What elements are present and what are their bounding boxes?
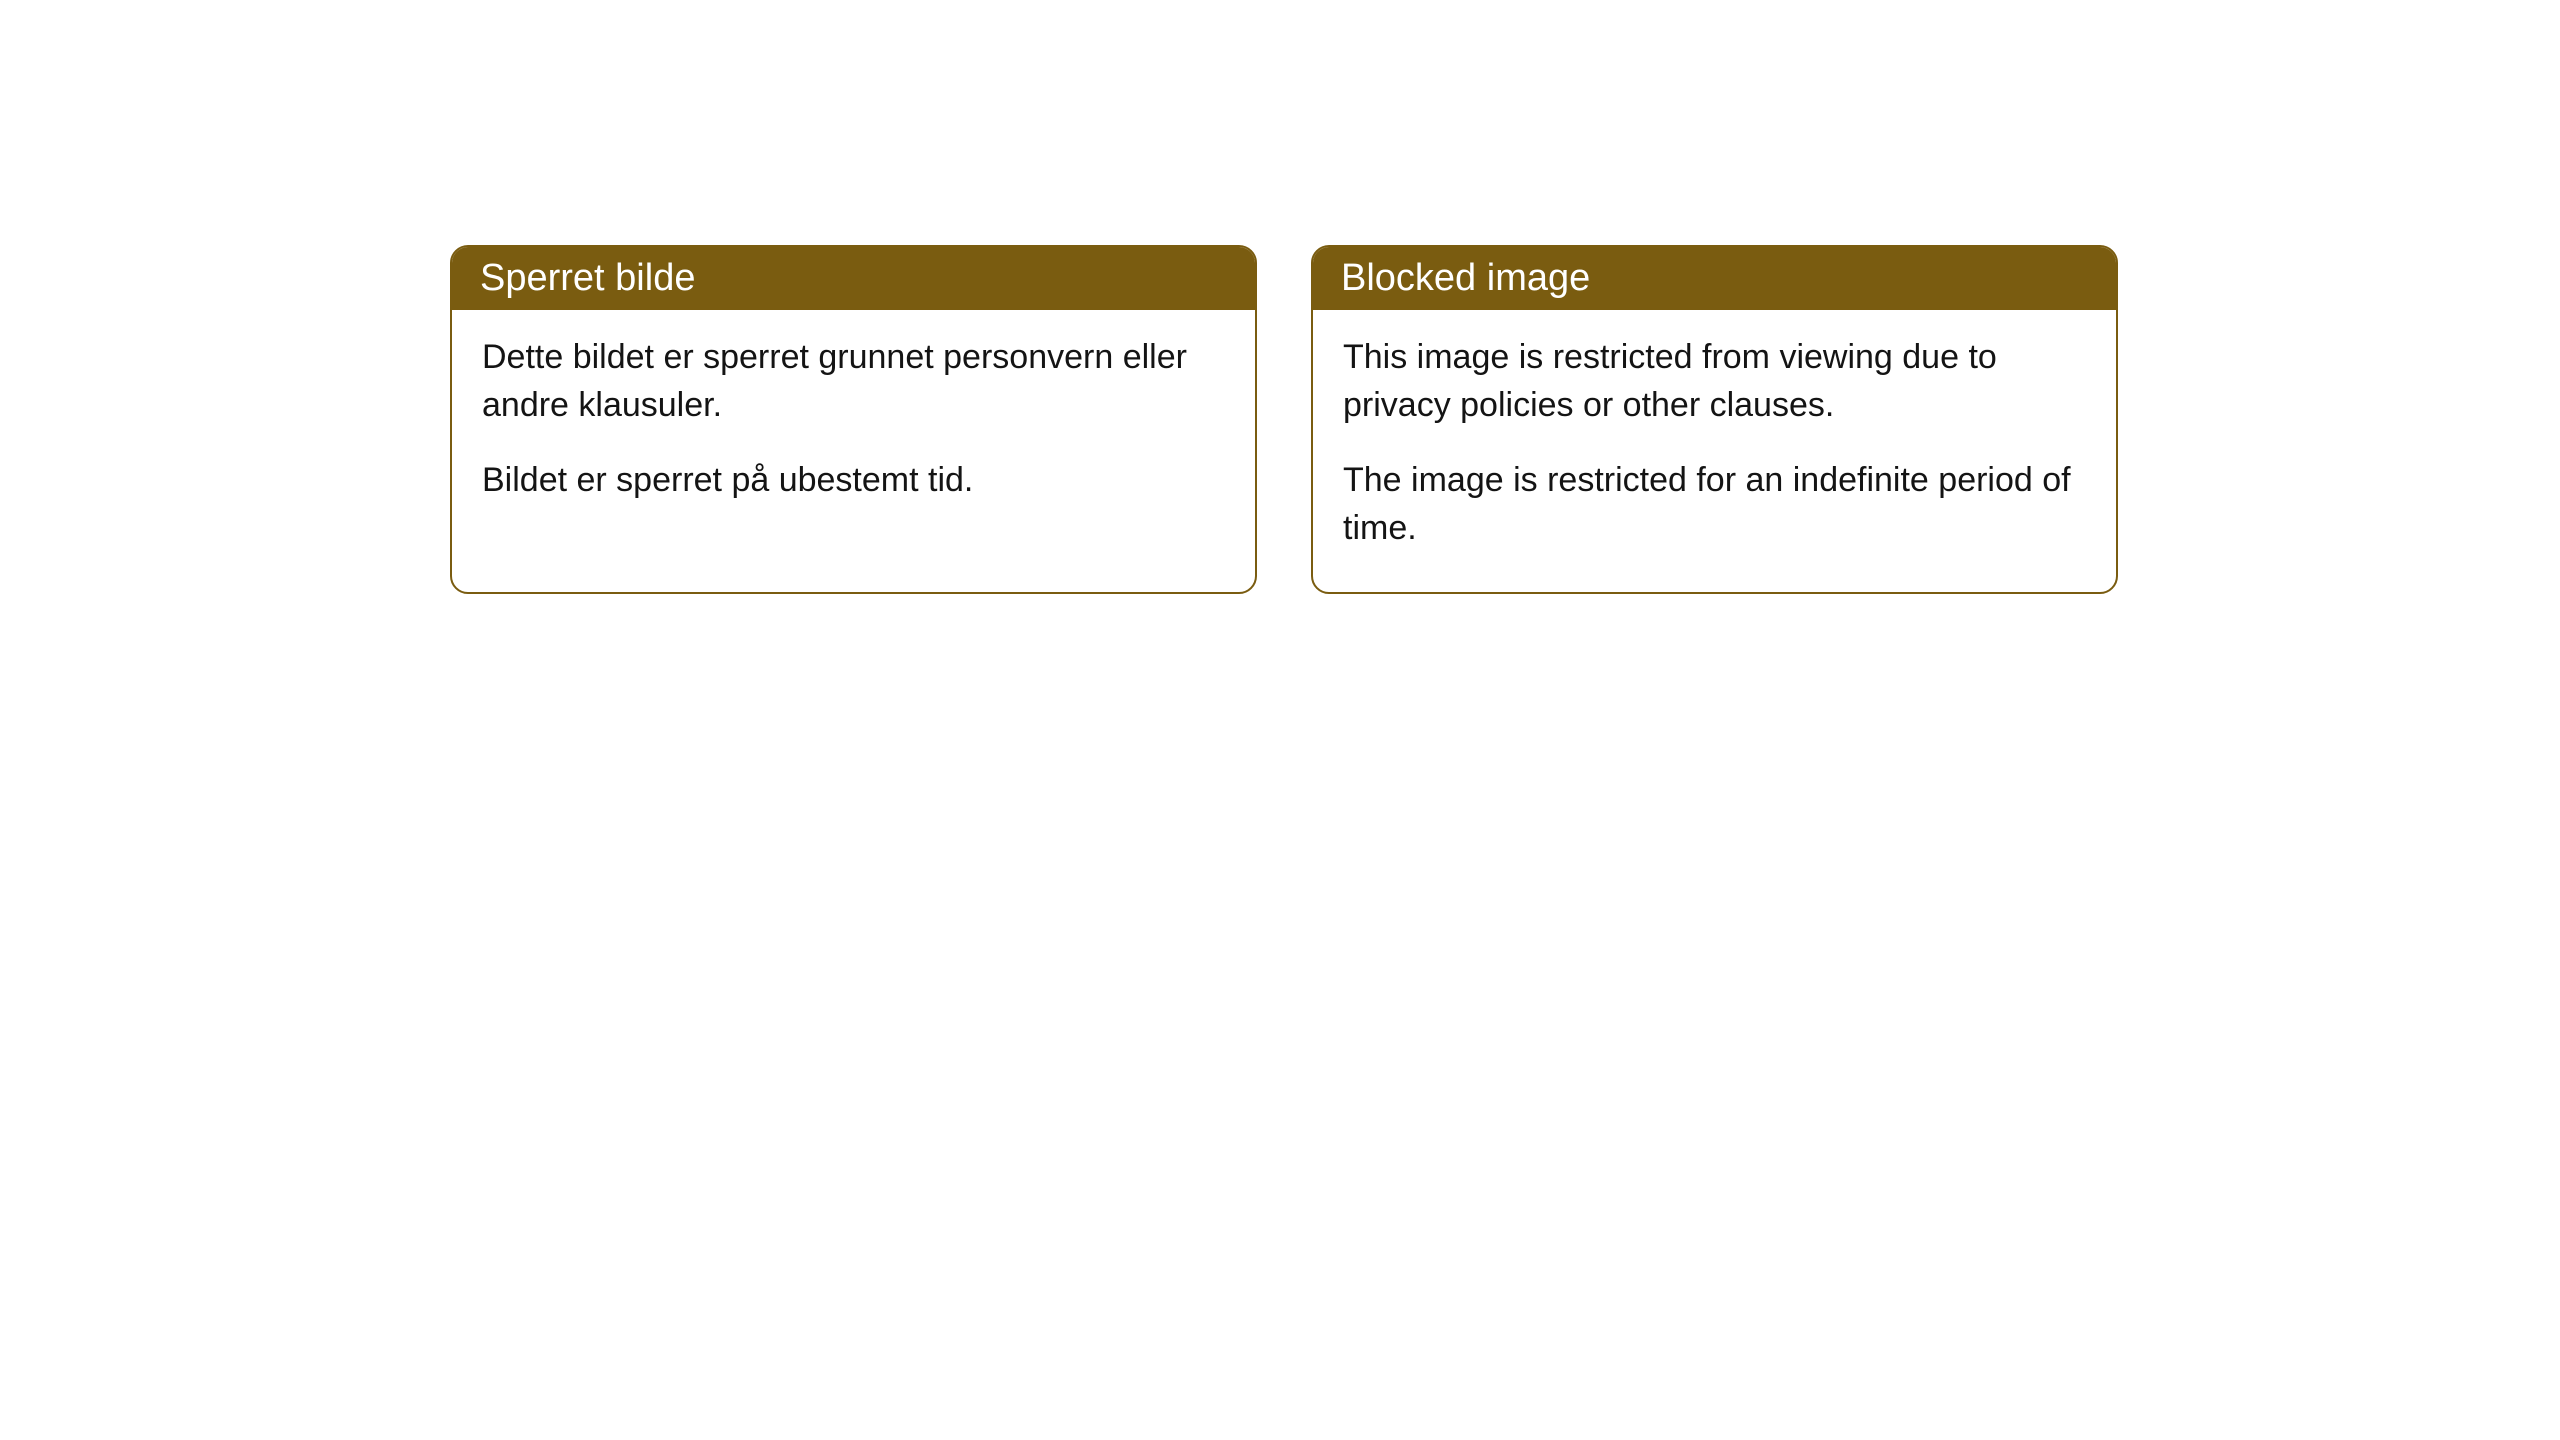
notice-cards-container: Sperret bilde Dette bildet er sperret gr…: [450, 245, 2118, 594]
card-header-norwegian: Sperret bilde: [452, 247, 1255, 310]
card-body-english: This image is restricted from viewing du…: [1313, 310, 2116, 592]
card-header-english: Blocked image: [1313, 247, 2116, 310]
notice-card-english: Blocked image This image is restricted f…: [1311, 245, 2118, 594]
card-paragraph-1-english: This image is restricted from viewing du…: [1343, 334, 2086, 429]
card-paragraph-2-norwegian: Bildet er sperret på ubestemt tid.: [482, 457, 1225, 505]
card-body-norwegian: Dette bildet er sperret grunnet personve…: [452, 310, 1255, 545]
notice-card-norwegian: Sperret bilde Dette bildet er sperret gr…: [450, 245, 1257, 594]
card-title-english: Blocked image: [1341, 257, 1590, 299]
card-paragraph-2-english: The image is restricted for an indefinit…: [1343, 457, 2086, 552]
card-title-norwegian: Sperret bilde: [480, 257, 695, 299]
card-paragraph-1-norwegian: Dette bildet er sperret grunnet personve…: [482, 334, 1225, 429]
